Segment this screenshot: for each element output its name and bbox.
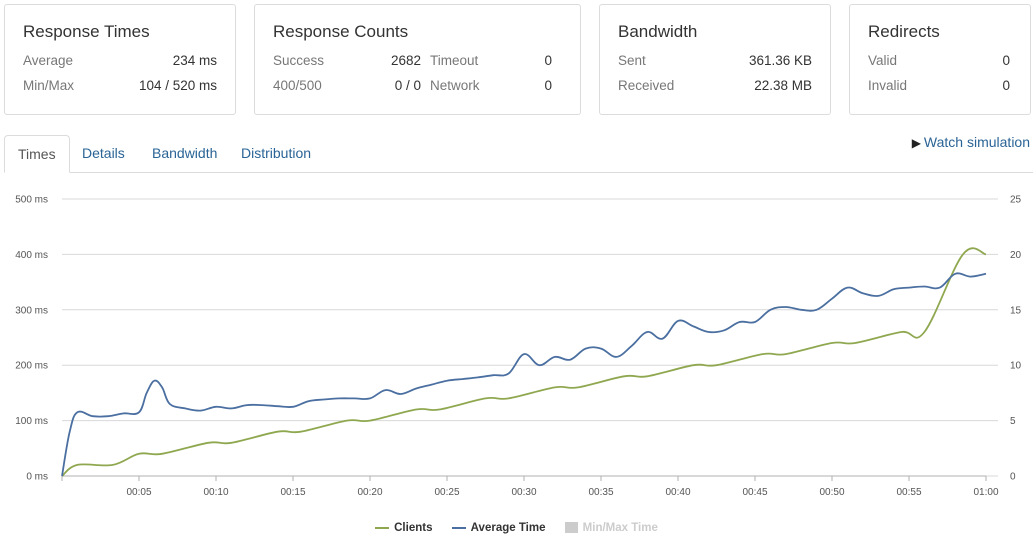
chart-tabs: Times Details Bandwidth Distribution (4, 135, 1033, 173)
legend-swatch-average (451, 526, 466, 529)
watch-simulation-link[interactable]: ▶ Watch simulation (912, 134, 1030, 150)
sent-label: Sent (618, 53, 646, 68)
y-right-tick-label: 0 (1010, 472, 1016, 483)
x-tick-label: 00:45 (742, 487, 767, 498)
legend-label-clients: Clients (394, 522, 433, 534)
chart-legend: Clients Average Time Min/Max Time (0, 522, 1033, 534)
timeout-label: Timeout (430, 53, 479, 68)
legend-item-clients[interactable]: Clients (375, 522, 432, 534)
timeout-value: 0 (544, 53, 552, 68)
minmax-value: 104 / 520 ms (138, 78, 217, 93)
y-right-tick-label: 5 (1010, 416, 1016, 427)
tab-details[interactable]: Details (82, 145, 125, 161)
success-value: 2682 (390, 53, 421, 68)
invalid-value: 0 (1002, 78, 1010, 93)
x-tick-label: 00:50 (819, 487, 844, 498)
y-right-tick-label: 10 (1010, 361, 1022, 372)
card-title: Redirects (868, 22, 940, 41)
legend-item-minmax[interactable]: Min/Max Time (564, 522, 658, 534)
y-left-tick-label: 200 ms (15, 361, 48, 372)
x-tick-label: 00:40 (665, 487, 690, 498)
valid-label: Valid (868, 53, 898, 68)
y-left-tick-label: 0 ms (26, 472, 48, 483)
legend-label-average: Average Time (470, 522, 546, 534)
clients-series-line (61, 247, 987, 477)
network-value: 0 (544, 78, 552, 93)
play-icon: ▶ (911, 136, 921, 150)
card-title: Response Times (23, 22, 150, 41)
card-title: Bandwidth (618, 22, 698, 41)
average-time-series-line (61, 272, 987, 477)
x-tick-label: 00:20 (357, 487, 382, 498)
error-value: 0 / 0 (394, 78, 421, 93)
response-counts-card: Response Counts Success 2682 Timeout 0 4… (254, 4, 581, 115)
x-tick-label: 00:30 (511, 487, 536, 498)
x-tick-label: 00:05 (126, 487, 151, 498)
x-tick-label: 01:00 (973, 487, 998, 498)
legend-swatch-minmax (564, 522, 578, 534)
x-tick-label: 00:55 (896, 487, 921, 498)
network-label: Network (430, 78, 480, 93)
y-right-tick-label: 20 (1010, 250, 1022, 261)
y-right-tick-label: 15 (1010, 305, 1022, 316)
watch-simulation-label: Watch simulation (923, 134, 1030, 150)
bandwidth-card: Bandwidth Sent 361.36 KB Received 22.38 … (599, 4, 831, 115)
average-label: Average (23, 53, 74, 68)
received-value: 22.38 MB (754, 78, 812, 93)
y-left-tick-label: 400 ms (15, 250, 48, 261)
error-label: 400/500 (273, 78, 322, 93)
sent-value: 361.36 KB (748, 53, 812, 68)
legend-swatch-clients (375, 526, 390, 529)
x-tick-label: 00:25 (434, 487, 459, 498)
x-tick-label: 00:15 (280, 487, 305, 498)
tab-distribution[interactable]: Distribution (241, 145, 312, 161)
received-label: Received (618, 78, 675, 93)
y-left-tick-label: 100 ms (15, 416, 48, 427)
success-label: Success (273, 53, 325, 68)
card-title: Response Counts (273, 22, 409, 41)
minmax-label: Min/Max (23, 78, 75, 93)
redirects-card: Redirects Valid 0 Invalid 0 (849, 4, 1031, 115)
response-time-chart: 0 ms 0 100 ms 5 200 ms 10 300 ms 15 400 ms 20 500 … (15, 195, 1022, 499)
y-left-tick-label: 500 ms (15, 195, 48, 206)
legend-item-average[interactable]: Average Time (451, 522, 546, 534)
y-left-tick-label: 300 ms (15, 305, 48, 316)
invalid-label: Invalid (868, 78, 908, 93)
x-tick-label: 00:10 (203, 487, 228, 498)
tab-bandwidth[interactable]: Bandwidth (152, 145, 218, 161)
valid-value: 0 (1002, 53, 1010, 68)
tab-times[interactable]: Times (4, 135, 70, 173)
legend-label-minmax: Min/Max Time (582, 522, 658, 534)
average-value: 234 ms (172, 53, 217, 68)
x-tick-label: 00:35 (588, 487, 613, 498)
response-times-card: Response Times Average 234 ms Min/Max 10… (4, 4, 236, 115)
y-right-tick-label: 25 (1010, 195, 1022, 206)
